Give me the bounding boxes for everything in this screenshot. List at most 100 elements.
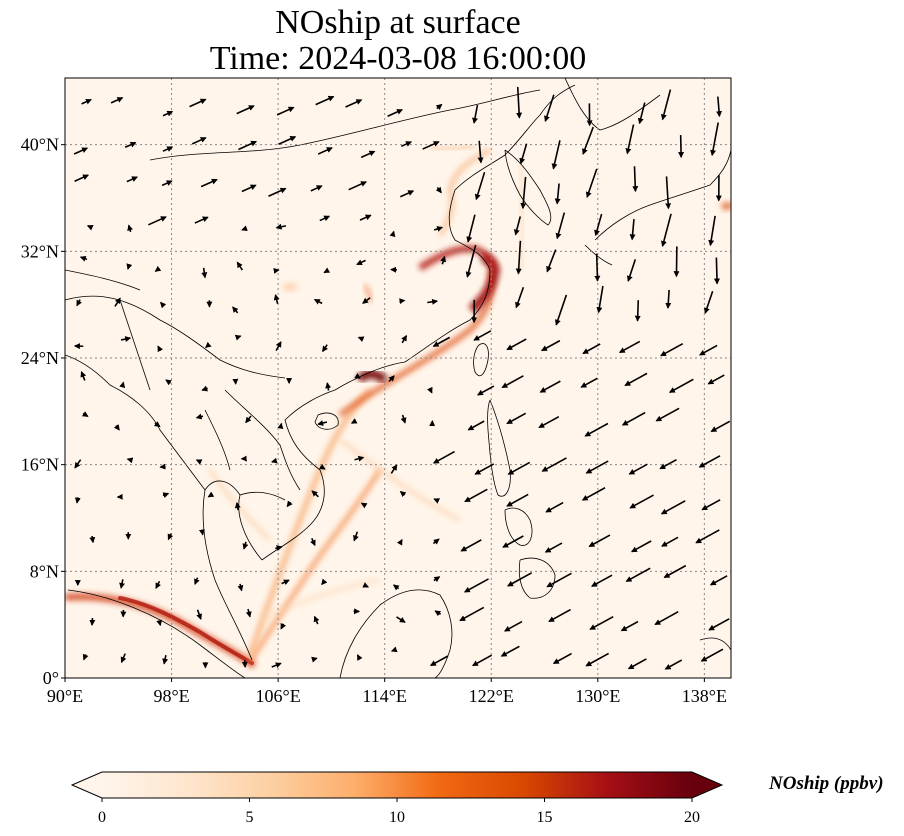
wind-arrow xyxy=(584,422,609,437)
coast-china-mainland xyxy=(334,84,576,391)
lon-tick-label: 130°E xyxy=(575,686,620,706)
colorbar-tick-label: 20 xyxy=(684,809,700,826)
wind-arrow xyxy=(710,420,731,433)
wind-arrow xyxy=(463,578,489,593)
wind-arrow xyxy=(392,584,400,591)
wind-arrow xyxy=(119,579,126,589)
wind-arrow xyxy=(354,455,365,462)
wind-arrow xyxy=(434,610,442,617)
wind-arrow xyxy=(79,255,88,262)
lon-tick-label: 106°E xyxy=(256,686,301,706)
wind-arrow xyxy=(627,658,647,670)
coastlines xyxy=(65,78,731,678)
wind-arrow xyxy=(159,463,166,470)
coast-sumatra xyxy=(67,589,246,678)
colorbar-tick-label: 5 xyxy=(246,809,254,826)
wind-arrow xyxy=(156,619,163,627)
shipping-lane-gulf-thailand xyxy=(208,468,272,542)
wind-arrow xyxy=(472,104,479,124)
lat-tick-label: 40°N xyxy=(21,135,59,155)
plume-inland-lake xyxy=(282,283,298,291)
wind-arrow xyxy=(594,213,603,237)
wind-arrow xyxy=(273,267,280,274)
wind-arrow xyxy=(399,490,407,498)
wind-arrow xyxy=(709,575,728,586)
lat-tick-label: 24°N xyxy=(21,348,59,368)
wind-arrow xyxy=(665,289,672,309)
wind-arrow xyxy=(596,285,604,314)
colorbar-scale xyxy=(102,772,692,798)
colorbar-label: NOship (ppbv) xyxy=(768,773,884,794)
wind-arrow xyxy=(234,502,241,511)
border-russia xyxy=(564,78,661,131)
wind-arrow xyxy=(317,420,328,426)
wind-arrow xyxy=(660,89,672,121)
wind-arrow xyxy=(73,147,89,155)
wind-arrow xyxy=(582,126,594,155)
wind-arrow xyxy=(661,536,679,547)
wind-arrow xyxy=(89,535,96,544)
wind-arrow xyxy=(317,147,333,155)
wind-arrow xyxy=(548,608,571,623)
wind-arrow xyxy=(589,615,614,631)
wind-arrow xyxy=(275,341,282,352)
gridlines xyxy=(65,78,731,678)
wind-arrow xyxy=(119,381,126,389)
wind-arrow xyxy=(698,455,721,468)
shipping-lane-korea-japan xyxy=(518,159,525,271)
wind-arrow xyxy=(120,336,132,343)
wind-arrow xyxy=(165,379,172,386)
wind-arrow xyxy=(155,580,161,590)
lat-tick-label: 0° xyxy=(43,668,59,688)
wind-arrow xyxy=(701,499,721,511)
wind-arrow xyxy=(275,223,287,230)
wind-arrow xyxy=(588,534,611,548)
wind-arrow xyxy=(194,577,200,586)
wind-arrow xyxy=(466,214,476,243)
wind-arrow xyxy=(396,616,406,623)
shipping-lane-singapore-north xyxy=(247,468,383,664)
wind-arrow xyxy=(539,380,561,393)
map-subtitle-time: Time: 2024-03-08 16:00:00 xyxy=(209,40,587,77)
wind-arrow xyxy=(516,86,523,119)
lon-tick-label: 90°E xyxy=(47,686,83,706)
wind-arrow xyxy=(110,97,124,104)
wind-vector-field xyxy=(73,86,731,670)
wind-arrow xyxy=(506,412,527,425)
wind-arrow xyxy=(353,531,359,542)
wind-arrow xyxy=(544,542,563,553)
wind-arrow xyxy=(474,171,486,201)
coast-philippines-visayas xyxy=(504,507,533,546)
wind-arrow xyxy=(195,413,204,420)
longitude-axis-labels: 90°E 98°E 106°E 114°E 122°E 130°E 138°E xyxy=(47,678,727,706)
wind-arrow xyxy=(162,492,170,499)
wind-arrow xyxy=(515,240,522,275)
wind-arrow xyxy=(356,259,366,266)
wind-arrow xyxy=(76,299,82,307)
wind-arrow xyxy=(195,459,203,465)
coast-gulf-thailand xyxy=(202,480,263,661)
wind-arrow xyxy=(362,582,369,588)
wind-arrow xyxy=(387,109,403,117)
wind-arrow xyxy=(323,267,331,274)
wind-arrow xyxy=(311,656,318,663)
wind-arrow xyxy=(704,290,714,314)
wind-arrow xyxy=(699,344,718,356)
wind-arrow xyxy=(167,533,174,541)
wind-arrow xyxy=(396,538,403,546)
lon-tick-label: 114°E xyxy=(362,686,407,706)
wind-arrow xyxy=(467,420,485,431)
wind-arrow xyxy=(237,583,244,592)
wind-arrow xyxy=(280,622,287,630)
wind-arrow xyxy=(319,215,331,222)
wind-arrow xyxy=(198,529,205,536)
wind-arrow xyxy=(390,646,398,653)
wind-arrow xyxy=(582,343,601,355)
coast-taiwan xyxy=(473,343,489,377)
wind-arrow xyxy=(594,253,601,282)
wind-arrow xyxy=(114,297,121,307)
wind-arrow xyxy=(440,255,447,265)
lat-tick-label: 32°N xyxy=(21,241,59,261)
wind-arrow xyxy=(591,574,613,587)
